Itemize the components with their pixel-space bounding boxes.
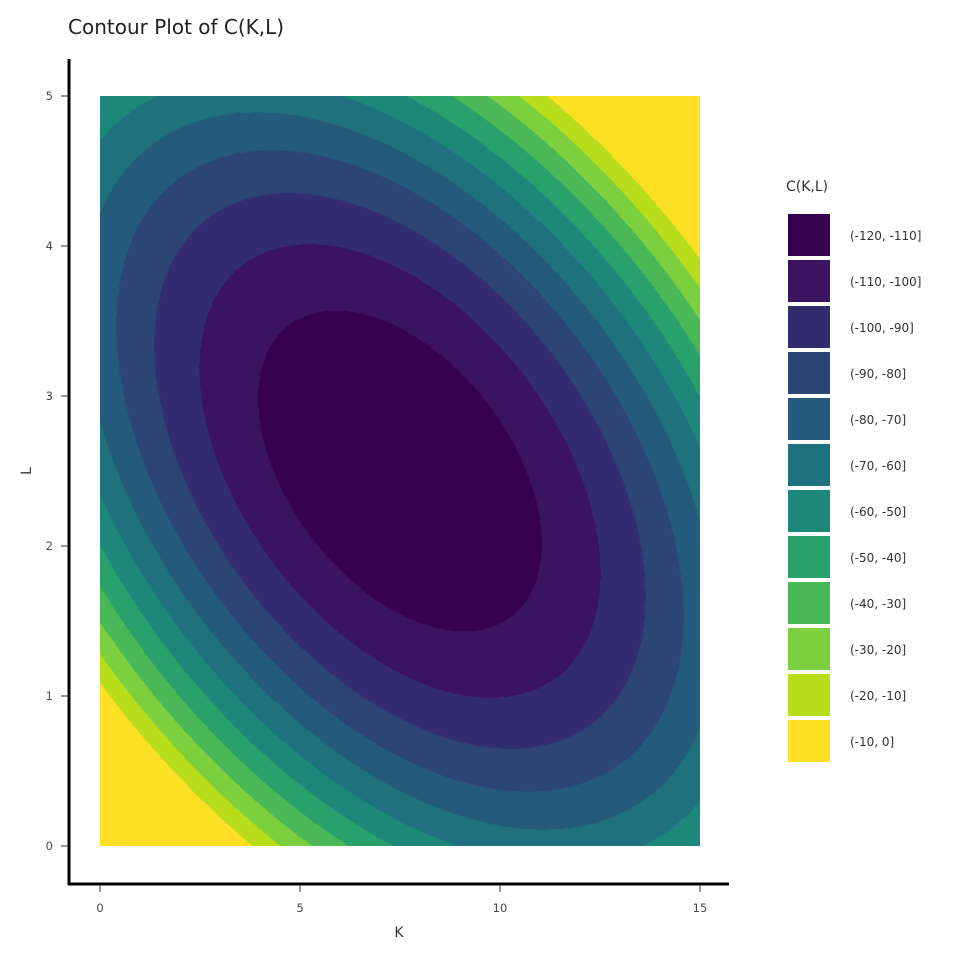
- legend-key: [788, 720, 830, 762]
- legend-label: (-30, -20]: [850, 643, 906, 657]
- legend-key: [788, 260, 830, 302]
- contour-fill: [100, 96, 700, 846]
- legend-label: (-90, -80]: [850, 367, 906, 381]
- legend-label: (-40, -30]: [850, 597, 906, 611]
- legend-key: [788, 398, 830, 440]
- legend-key: [788, 490, 830, 532]
- x-tick-label: 10: [493, 901, 508, 915]
- y-tick-label: 5: [46, 89, 53, 103]
- legend-label: (-70, -60]: [850, 459, 906, 473]
- legend-label: (-50, -40]: [850, 551, 906, 565]
- legend-key: [788, 214, 830, 256]
- y-tick-label: 1: [46, 689, 53, 703]
- y-tick-label: 3: [46, 389, 53, 403]
- legend-key: [788, 444, 830, 486]
- x-tick-label: 5: [296, 901, 303, 915]
- legend-key: [788, 306, 830, 348]
- y-axis-title: L: [19, 467, 35, 475]
- y-tick-label: 0: [46, 839, 53, 853]
- legend-key: [788, 536, 830, 578]
- x-tick-label: 0: [96, 901, 103, 915]
- chart-title: Contour Plot of C(K,L): [68, 15, 284, 39]
- x-tick-label: 15: [693, 901, 708, 915]
- legend-label: (-120, -110]: [850, 229, 921, 243]
- legend-label: (-80, -70]: [850, 413, 906, 427]
- legend-label: (-60, -50]: [850, 505, 906, 519]
- y-tick-label: 2: [46, 539, 53, 553]
- legend-label: (-20, -10]: [850, 689, 906, 703]
- legend-key: [788, 674, 830, 716]
- legend-key: [788, 628, 830, 670]
- plot-area: [100, 96, 700, 846]
- y-tick-label: 4: [46, 239, 53, 253]
- legend-label: (-110, -100]: [850, 275, 921, 289]
- legend-key: [788, 352, 830, 394]
- legend-label: (-100, -90]: [850, 321, 914, 335]
- legend: C(K,L) (-120, -110] (-110, -100] (-100, -9…: [786, 179, 921, 762]
- legend-key: [788, 582, 830, 624]
- y-ticks: 0 1 2 3 4 5: [46, 89, 68, 853]
- x-axis-title: K: [394, 925, 404, 941]
- x-ticks: 0 5 10 15: [96, 885, 707, 915]
- legend-label: (-10, 0]: [850, 735, 894, 749]
- legend-title: C(K,L): [786, 179, 828, 195]
- axes: [67, 59, 729, 886]
